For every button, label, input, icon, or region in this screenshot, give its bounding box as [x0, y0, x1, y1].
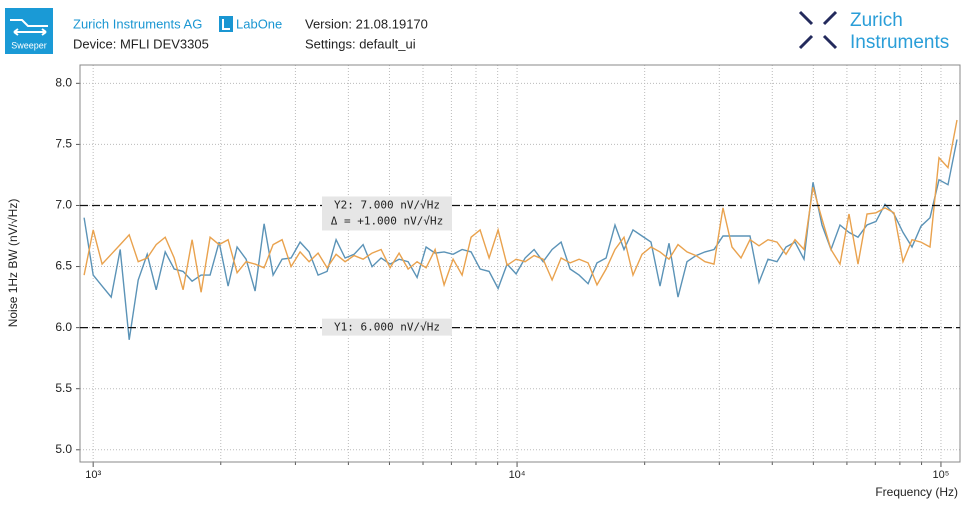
x-axis-label: Frequency (Hz)	[875, 485, 958, 499]
y-axis-label: Noise 1Hz BW (nV/√Hz)	[6, 199, 20, 328]
y-tick-label: 7.0	[55, 198, 72, 212]
delta-label: Δ = +1.000 nV/√Hz	[331, 214, 444, 227]
cursor-label-bg	[322, 318, 452, 336]
settings: Settings: default_ui	[305, 36, 416, 51]
logo-text: Instruments	[850, 32, 949, 53]
product-icon-glyph	[222, 19, 230, 30]
y-tick-label: 6.0	[55, 320, 72, 334]
y-tick-label: 5.0	[55, 442, 72, 456]
x-tick-label: 10⁵	[933, 469, 950, 481]
product: LabOne	[236, 16, 282, 31]
y-tick-label: 5.5	[55, 381, 72, 395]
delta-label-bg	[322, 213, 452, 231]
cursor-label-bg	[322, 196, 452, 214]
cursor-label: Y1: 6.000 nV/√Hz	[334, 321, 440, 334]
logo-mark	[798, 10, 838, 50]
app-icon-glyph	[10, 19, 48, 36]
version: Version: 21.08.19170	[305, 16, 428, 31]
device: Device: MFLI DEV3305	[73, 36, 209, 51]
x-tick-label: 10³	[85, 469, 101, 481]
series-line	[83, 139, 958, 340]
series-line	[83, 119, 958, 293]
logo-text: Zurich	[850, 10, 903, 31]
y-tick-label: 7.5	[55, 137, 72, 151]
app-icon-label: Sweeper	[11, 40, 47, 50]
y-tick-label: 8.0	[55, 75, 72, 89]
plot-frame	[79, 64, 961, 463]
y-tick-label: 6.5	[55, 259, 72, 273]
x-tick-label: 10⁴	[509, 469, 526, 481]
company: Zurich Instruments AG	[73, 16, 202, 31]
cursor-label: Y2: 7.000 nV/√Hz	[334, 198, 440, 211]
